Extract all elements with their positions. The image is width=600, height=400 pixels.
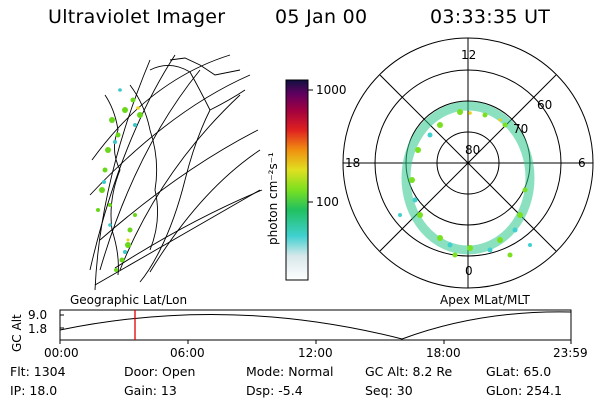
ip-value: IP: 18.0	[10, 383, 58, 398]
altitude-ytick-9: 9.0	[28, 308, 48, 322]
mlt-label-18: 18	[345, 156, 361, 170]
mode-value: Mode: Normal	[246, 364, 334, 379]
door-value: Door: Open	[124, 364, 196, 379]
xtick-2359: 23:59	[553, 346, 588, 360]
gcalt-value: GC Alt: 8.2 Re	[365, 364, 453, 379]
instrument-title: Ultraviolet Imager	[48, 6, 226, 28]
altitude-ylabel: GC Alt	[10, 314, 24, 352]
glat-value: GLat: 65.0	[486, 364, 552, 379]
mlt-label-6: 6	[578, 156, 586, 170]
mlt-label-0: 0	[465, 264, 473, 278]
dsp-value: Dsp: -5.4	[246, 383, 303, 398]
colorbar-tick-1000: 1000	[316, 83, 347, 97]
seq-value: Seq: 30	[365, 383, 413, 398]
xtick-0000: 00:00	[44, 346, 79, 360]
colorbar-tick-100: 100	[316, 195, 339, 209]
glon-value: GLon: 254.1	[486, 383, 562, 398]
gain-value: Gain: 13	[124, 383, 177, 398]
xtick-0600: 06:00	[170, 346, 205, 360]
aurora-oval	[398, 101, 535, 258]
altitude-ytick-1-8: 1.8	[28, 322, 48, 336]
date-label: 05 Jan 00	[275, 6, 368, 28]
mlat-label-60: 60	[537, 98, 553, 112]
flt-value: Flt: 1304	[10, 364, 66, 379]
right-panel-label: Apex MLat/MLT	[440, 293, 530, 307]
mlat-label-80: 80	[465, 143, 481, 157]
xtick-1800: 18:00	[426, 346, 461, 360]
left-panel-label: Geographic Lat/Lon	[70, 293, 188, 307]
mlt-label-12: 12	[461, 48, 477, 62]
aurora-emission-left	[96, 88, 143, 272]
xtick-1200: 12:00	[298, 346, 333, 360]
mlat-label-70: 70	[513, 122, 529, 136]
time-label: 03:33:35 UT	[430, 6, 551, 28]
